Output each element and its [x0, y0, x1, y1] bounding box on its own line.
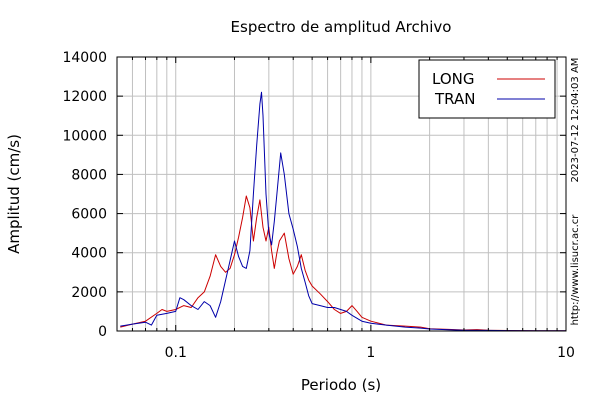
grid-lines	[116, 56, 566, 332]
series-lines	[120, 91, 567, 332]
y-tick-label: 10000	[62, 128, 107, 144]
y-tick-label: 4000	[71, 246, 107, 262]
axis-ticks: 0 2000 4000 6000 8000 10000 12000 14000 0.1 1 10	[62, 50, 574, 361]
chart-title: Espectro de amplitud Archivo	[231, 18, 452, 36]
x-tick-label: 10	[557, 345, 575, 361]
y-tick-label: 6000	[71, 207, 107, 223]
y-tick-label: 0	[98, 324, 107, 340]
y-tick-label: 2000	[71, 285, 107, 301]
x-tick-label: 1	[366, 345, 375, 361]
x-axis-label: Periodo (s)	[301, 376, 381, 394]
y-tick-label: 8000	[71, 167, 107, 183]
y-tick-label: 14000	[62, 50, 107, 66]
series-line-tran	[120, 91, 567, 332]
legend-label-tran: TRAN	[434, 90, 475, 108]
y-tick-label: 12000	[62, 89, 107, 105]
y-axis-label: Amplitud (cm/s)	[5, 134, 23, 254]
legend-box	[418, 59, 556, 119]
legend-label-long: LONG	[432, 70, 474, 88]
timestamp-text: 2023-07-12 12:04:03 AM	[570, 58, 581, 183]
source-url-text: http://www.lisucr.ac.cr	[570, 214, 581, 326]
plot-frame	[116, 56, 567, 332]
legend: LONG TRAN	[418, 59, 556, 119]
x-tick-label: 0.1	[165, 345, 187, 361]
